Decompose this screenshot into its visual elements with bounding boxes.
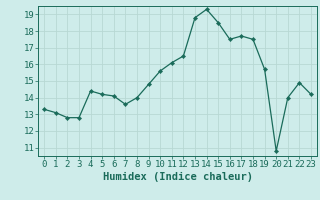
X-axis label: Humidex (Indice chaleur): Humidex (Indice chaleur) (103, 172, 252, 182)
